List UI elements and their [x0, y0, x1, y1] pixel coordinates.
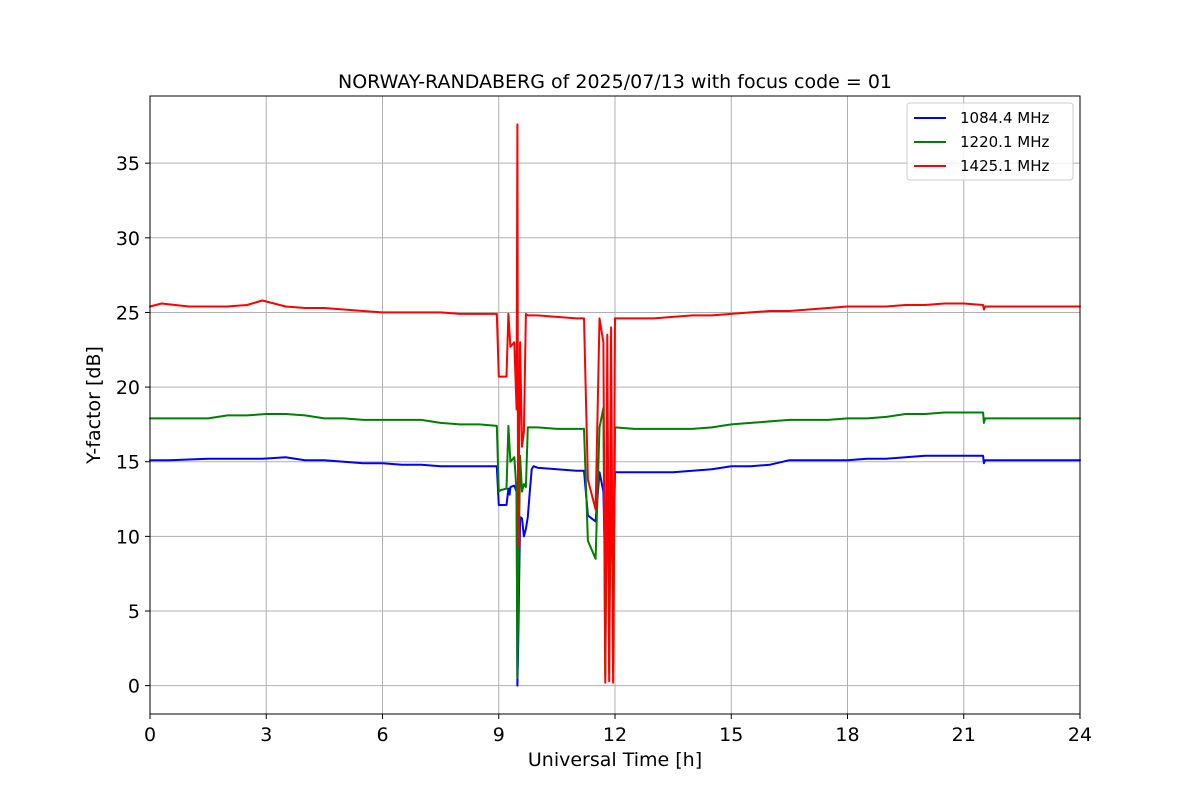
y-tick-label: 20 [116, 377, 140, 399]
x-tick-label: 21 [952, 724, 976, 746]
y-tick-label: 15 [116, 452, 140, 474]
x-tick-label: 15 [719, 724, 743, 746]
y-tick-label: 25 [116, 302, 140, 324]
x-axis-label: Universal Time [h] [528, 749, 702, 771]
axis-ticks: 0 3 6 9 12 15 18 21 24 0 5 10 15 20 25 30 35 [116, 153, 1092, 746]
y-tick-label: 10 [116, 526, 140, 548]
x-tick-label: 9 [493, 724, 505, 746]
legend-box [906, 102, 1074, 181]
y-tick-label: 0 [128, 676, 140, 698]
series-line-1 [149, 454, 1081, 687]
x-tick-label: 6 [376, 724, 388, 746]
x-tick-label: 0 [144, 724, 156, 746]
x-tick-label: 24 [1068, 724, 1092, 746]
x-tick-label: 12 [603, 724, 627, 746]
legend-label: 1084.4 MHz [960, 109, 1049, 127]
series-lines [149, 123, 1081, 687]
y-axis-label: Y-factor [dB] [83, 346, 105, 465]
y-tick-label: 30 [116, 228, 140, 250]
legend-label: 1220.1 MHz [960, 133, 1049, 151]
y-tick-label: 35 [116, 153, 140, 175]
series-line-3 [149, 123, 1081, 684]
x-tick-label: 3 [260, 724, 272, 746]
legend: 1084.4 MHz 1220.1 MHz 1425.1 MHz [906, 102, 1074, 181]
series-line-2 [149, 407, 1081, 680]
legend-label: 1425.1 MHz [960, 157, 1049, 175]
y-tick-label: 5 [128, 601, 140, 623]
x-tick-label: 18 [835, 724, 859, 746]
chart-title: NORWAY-RANDABERG of 2025/07/13 with focu… [338, 71, 892, 93]
